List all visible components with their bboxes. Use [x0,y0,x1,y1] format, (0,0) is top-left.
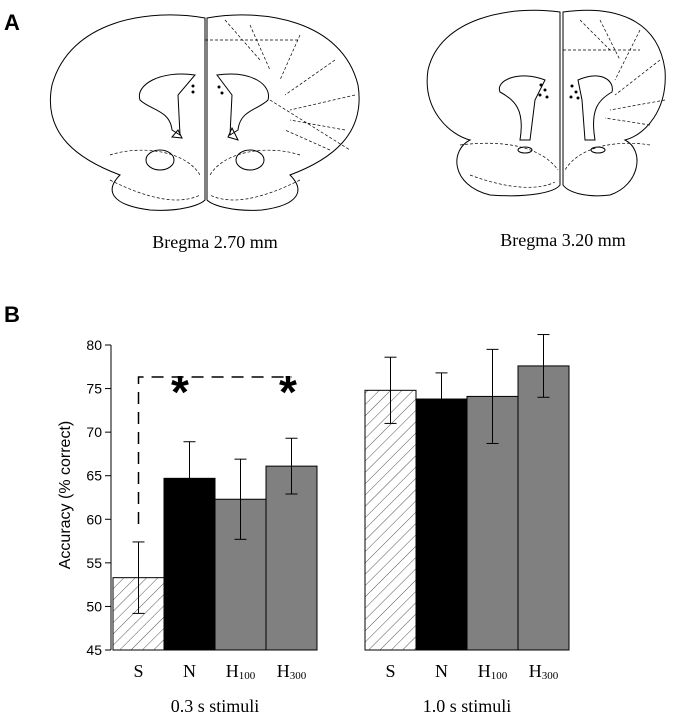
bar [517,365,570,651]
group-label: 1.0 s stimuli [423,696,512,716]
bar [265,465,318,651]
brain-section-right [426,9,666,197]
y-tick-label: 55 [86,555,102,571]
panel-label: B [4,302,20,327]
significance-bracket [137,376,292,524]
group-label: 0.3 s stimuli [171,696,260,716]
y-tick-label: 80 [86,337,102,353]
plot: 45 50 55 60 65 70 75 80 S N H100 H300 0.3 s stimuli S… [86,334,570,716]
significance-marker: * [171,366,189,418]
x-tick-label: H300 [277,661,307,682]
x-tick-label: H300 [529,661,559,682]
brain-section-left [49,14,360,211]
x-tick-label: N [183,661,196,681]
bar [415,398,468,651]
y-tick-label: 65 [86,468,102,484]
y-tick-label: 60 [86,511,102,527]
bar [364,389,417,651]
x-tick-label: H100 [226,661,256,682]
x-tick-label: S [385,661,395,681]
y-tick-label: 50 [86,598,102,614]
y-axis-label: Accuracy (% correct) [57,421,74,569]
y-tick-label: 75 [86,381,102,397]
panel-label: A [4,10,20,35]
x-tick-label: H100 [478,661,508,682]
significance-marker: * [279,366,297,418]
x-tick-label: S [133,661,143,681]
caption: Bregma 3.20 mm [500,230,625,250]
y-tick-label: 70 [86,424,102,440]
x-tick-label: N [435,661,448,681]
y-tick-label: 45 [86,642,102,658]
caption: Bregma 2.70 mm [152,232,277,252]
